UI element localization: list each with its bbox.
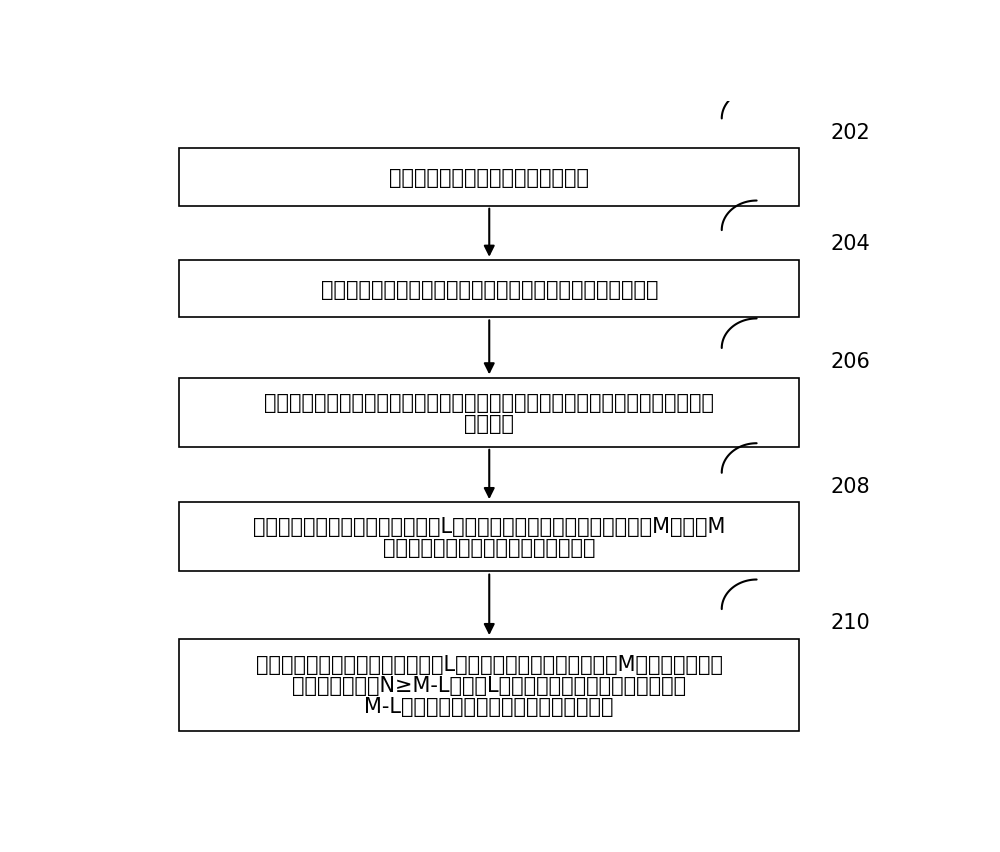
Text: 210: 210 [830,613,870,632]
FancyBboxPatch shape [179,261,799,318]
Text: 206: 206 [830,352,870,371]
Text: 的移动电源数量N≥M-L时，对L个第一充电优先级的移动电源以及: 的移动电源数量N≥M-L时，对L个第一充电优先级的移动电源以及 [292,675,686,694]
Text: 当第一充电优先级的移动电源数量L小于充电机柜同时可充电数量M，且第二优先级: 当第一充电优先级的移动电源数量L小于充电机柜同时可充电数量M，且第二优先级 [256,653,723,674]
Text: 当第一充电优先级的移动电源数量L大于或等于充电机柜同时可充电数量M时，对M: 当第一充电优先级的移动电源数量L大于或等于充电机柜同时可充电数量M时，对M [253,516,725,537]
Text: 将电量值大于或等于过低电量阈值且小于可借出电量阈值的移动电源，设为第二充: 将电量值大于或等于过低电量阈值且小于可借出电量阈值的移动电源，设为第二充 [264,392,714,412]
Text: 个第一充电优先级的移动电源进行充电: 个第一充电优先级的移动电源进行充电 [383,538,596,558]
Text: 208: 208 [830,476,870,497]
Text: 检测充电机柜内各移动电源的电量值: 检测充电机柜内各移动电源的电量值 [389,168,589,187]
FancyBboxPatch shape [179,503,799,572]
FancyBboxPatch shape [179,149,799,206]
FancyBboxPatch shape [179,378,799,447]
FancyBboxPatch shape [179,639,799,731]
Text: 将电量值小于过低电量阈值的移动电源，设为第一充电优先级: 将电量值小于过低电量阈值的移动电源，设为第一充电优先级 [320,279,658,299]
Text: 202: 202 [830,123,870,142]
Text: 204: 204 [830,234,870,254]
Text: M-L个第二充电优先级的移动电源进行充电: M-L个第二充电优先级的移动电源进行充电 [364,696,614,716]
Text: 电优先级: 电优先级 [464,413,514,433]
